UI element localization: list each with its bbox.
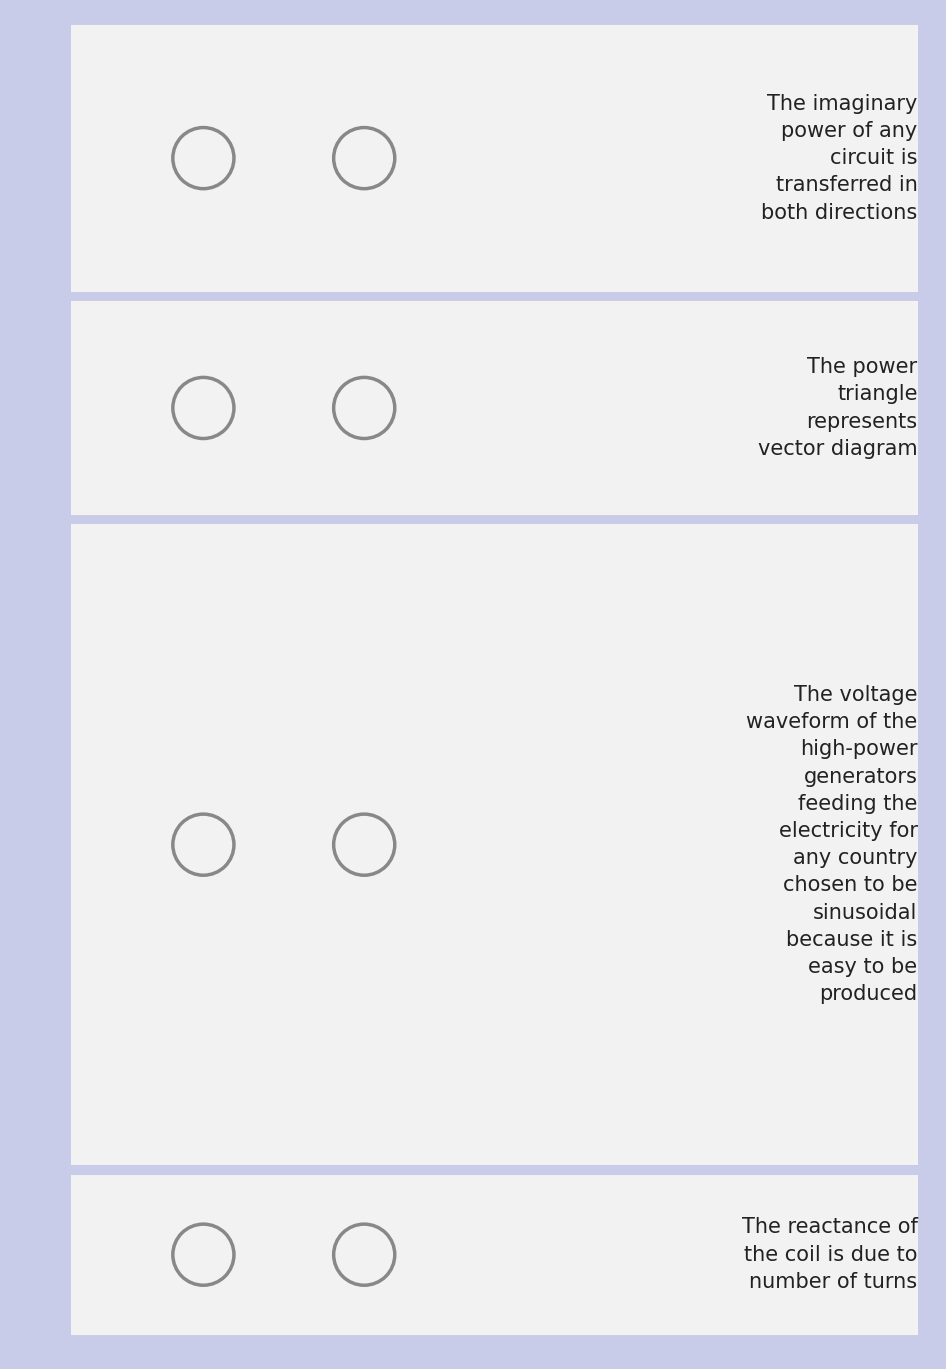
FancyBboxPatch shape (71, 524, 918, 1165)
Text: The imaginary
power of any
circuit is
transferred in
both directions: The imaginary power of any circuit is tr… (762, 93, 918, 223)
FancyBboxPatch shape (71, 25, 918, 292)
Text: The power
triangle
represents
vector diagram: The power triangle represents vector dia… (758, 357, 918, 459)
Text: The reactance of
the coil is due to
number of turns: The reactance of the coil is due to numb… (742, 1217, 918, 1292)
FancyBboxPatch shape (71, 1175, 918, 1335)
FancyBboxPatch shape (71, 301, 918, 515)
Text: The voltage
waveform of the
high-power
generators
feeding the
electricity for
an: The voltage waveform of the high-power g… (746, 684, 918, 1005)
